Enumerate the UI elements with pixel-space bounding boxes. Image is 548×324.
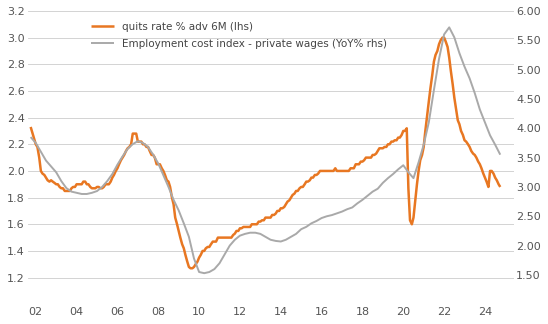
quits rate % adv 6M (lhs) <box>27 125 34 129</box>
Employment cost index - private wages (YoY% rhs) <box>201 271 208 275</box>
quits rate % adv 6M (lhs) <box>439 36 446 40</box>
quits rate % adv 6M (lhs) <box>497 185 504 189</box>
Employment cost index - private wages (YoY% rhs) <box>405 170 412 174</box>
Legend: quits rate % adv 6M (lhs), Employment cost index - private wages (YoY% rhs): quits rate % adv 6M (lhs), Employment co… <box>91 22 387 49</box>
Employment cost index - private wages (YoY% rhs) <box>497 153 504 156</box>
quits rate % adv 6M (lhs) <box>312 173 318 177</box>
Employment cost index - private wages (YoY% rhs) <box>446 25 453 29</box>
quits rate % adv 6M (lhs) <box>357 160 364 164</box>
Employment cost index - private wages (YoY% rhs) <box>89 191 95 195</box>
Employment cost index - private wages (YoY% rhs) <box>267 238 274 242</box>
Employment cost index - private wages (YoY% rhs) <box>124 147 131 151</box>
quits rate % adv 6M (lhs) <box>140 142 146 146</box>
Line: Employment cost index - private wages (YoY% rhs): Employment cost index - private wages (Y… <box>31 27 500 273</box>
Employment cost index - private wages (YoY% rhs) <box>27 135 34 139</box>
quits rate % adv 6M (lhs) <box>187 266 194 270</box>
quits rate % adv 6M (lhs) <box>291 192 298 196</box>
Employment cost index - private wages (YoY% rhs) <box>359 198 366 202</box>
Employment cost index - private wages (YoY% rhs) <box>104 179 111 183</box>
Line: quits rate % adv 6M (lhs): quits rate % adv 6M (lhs) <box>31 38 500 268</box>
quits rate % adv 6M (lhs) <box>323 169 330 173</box>
quits rate % adv 6M (lhs) <box>189 266 196 270</box>
